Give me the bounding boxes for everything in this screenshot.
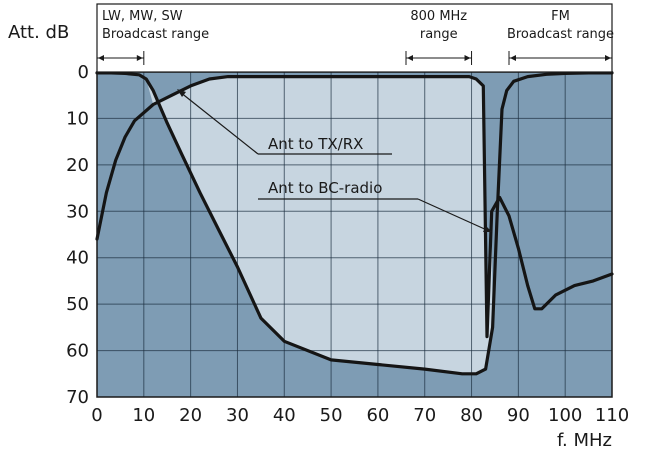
y-tick-label: 10 xyxy=(66,108,89,129)
y-tick-label: 70 xyxy=(66,387,89,408)
series-ant-to-txrx-line xyxy=(95,71,614,376)
x-tick-label: 0 xyxy=(91,405,102,426)
arrow-head xyxy=(483,226,492,232)
annotation-ant-to-bc-radio: Ant to BC-radio xyxy=(268,179,382,197)
x-tick-label: 20 xyxy=(179,405,202,426)
chart-curves xyxy=(95,71,614,376)
x-tick-label: 50 xyxy=(320,405,343,426)
x-tick-label: 110 xyxy=(595,405,629,426)
x-tick-label: 70 xyxy=(413,405,436,426)
y-tick-label: 60 xyxy=(66,341,89,362)
curve-annotations: Ant to TX/RX Ant to BC-radio xyxy=(177,89,492,232)
x-tick-label: 10 xyxy=(132,405,155,426)
annotation-leader-line xyxy=(417,198,490,232)
band-header-box xyxy=(96,3,613,73)
x-tick-label: 80 xyxy=(460,405,483,426)
chart-grid xyxy=(97,72,612,397)
y-axis-title: Att. dB xyxy=(8,22,69,43)
chart-frame xyxy=(96,3,613,398)
x-tick-label: 100 xyxy=(548,405,582,426)
band-label: Broadcast range xyxy=(102,27,209,42)
arrow-head xyxy=(464,55,471,61)
arrow-head xyxy=(136,55,143,61)
annotation-ant-to-txrx: Ant to TX/RX xyxy=(268,135,363,153)
arrow-head xyxy=(510,55,516,61)
band-label: 800 MHz xyxy=(410,9,467,24)
y-tick-label: 0 xyxy=(78,62,89,83)
x-axis-title: f. MHz xyxy=(557,430,612,451)
y-tick-label: 50 xyxy=(66,294,89,315)
x-tick-label: 90 xyxy=(507,405,530,426)
chart-fills xyxy=(97,72,612,397)
series-ant-to-bc-radio-line xyxy=(95,75,614,339)
passband-fill xyxy=(146,76,493,374)
y-tick-label: 40 xyxy=(66,248,89,269)
band-annotations: LW, MW, SW Broadcast range 800 MHz range FM B… xyxy=(96,9,614,65)
arrow-head xyxy=(407,55,413,61)
band-label: FM xyxy=(551,9,570,24)
band-label: LW, MW, SW xyxy=(102,9,183,24)
x-tick-label: 30 xyxy=(226,405,249,426)
arrow-head xyxy=(177,89,186,97)
annotation-leader-line xyxy=(179,91,259,155)
y-tick-label: 30 xyxy=(66,201,89,222)
arrow-head xyxy=(605,55,611,61)
x-tick-label: 60 xyxy=(366,405,389,426)
arrow-head xyxy=(98,55,104,61)
x-tick-label: 40 xyxy=(273,405,296,426)
y-tick-label: 20 xyxy=(66,155,89,176)
band-label: Broadcast range xyxy=(507,27,614,42)
band-label: range xyxy=(420,27,458,42)
